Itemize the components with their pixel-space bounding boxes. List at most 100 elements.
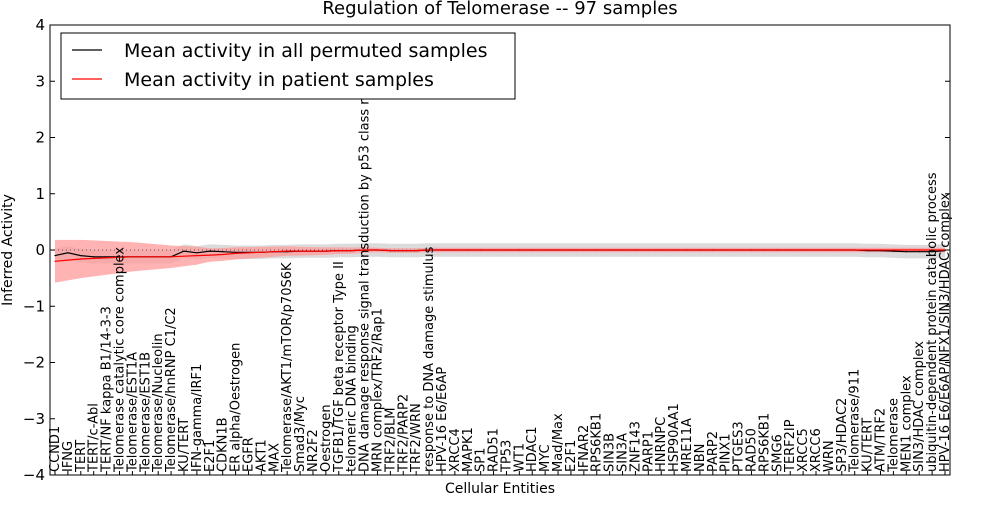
data-point [647, 249, 649, 251]
data-point [118, 256, 121, 258]
data-point [80, 255, 82, 257]
x-category-label: TRF2/WRN [409, 403, 424, 473]
x-category-label: SP3/HDAC2 [835, 398, 850, 472]
series-line-patient [54, 249, 945, 262]
x-axis-label: Cellular Entities [445, 481, 555, 497]
data-point [905, 251, 907, 253]
y-tick-label: 3 [35, 72, 45, 90]
data-point [738, 249, 740, 251]
x-category-label: Telomerase [886, 398, 901, 473]
y-tick-label: 2 [35, 129, 45, 147]
data-point [750, 249, 753, 251]
x-category-label: MEN1 complex [899, 375, 914, 472]
x-category-label: CCND1 [48, 426, 63, 472]
x-category-label: IFN-gamma/IRF1 [190, 364, 205, 472]
data-point [441, 249, 443, 251]
data-point [557, 249, 559, 251]
x-category-label: Telomerase/hnRNP C1/C2 [164, 307, 179, 473]
x-category-label: MRE11A [680, 418, 695, 472]
x-category-label: TRF2/BLM [383, 408, 398, 473]
data-point [106, 257, 108, 259]
data-point [273, 251, 275, 253]
x-category-label: SIN3A [616, 433, 631, 472]
x-category-label: KU/TERT [861, 418, 876, 472]
x-category-label: HNRNPC [654, 417, 669, 472]
data-point [686, 249, 688, 251]
x-category-label: HPV-16 E6/E6AP [435, 367, 450, 472]
axes-layer: −4 −3 −2 −1 0 1 2 3 4 [23, 16, 951, 484]
legend-box [60, 32, 516, 100]
data-point [299, 250, 301, 252]
data-point [222, 253, 224, 256]
y-tick-label: −1 [23, 297, 45, 315]
x-category-label: SIN3B [603, 433, 618, 472]
data-point [621, 249, 624, 251]
data-point [570, 249, 572, 251]
data-point [854, 249, 856, 251]
data-point [54, 255, 56, 257]
x-category-label: TERT/NF kappa B1/14-3-3 [100, 306, 115, 473]
x-category-label: TERF2IP [783, 419, 798, 473]
data-point [312, 250, 314, 252]
x-category-label: telomeric DNA binding [345, 325, 360, 472]
data-point [493, 249, 495, 251]
bands-layer [55, 239, 945, 283]
legend-label-permuted: Mean activity in all permuted samples [124, 40, 487, 62]
x-category-label: EGFR [242, 437, 257, 472]
data-point [609, 249, 611, 251]
x-category-label: ZNF143 [628, 421, 643, 472]
data-point [196, 252, 198, 254]
data-point [183, 250, 185, 252]
x-category-label: Mad/Max [551, 413, 566, 472]
y-tick-label: 0 [35, 241, 45, 259]
data-point [905, 249, 907, 251]
data-point [93, 257, 95, 259]
data-point [260, 251, 262, 253]
data-point [80, 258, 82, 260]
x-category-label: PTGES3 [732, 421, 747, 472]
data-point [776, 249, 778, 251]
x-category-label: MAPK1 [461, 427, 476, 472]
x-category-label: TERT/c-Abl [87, 403, 102, 473]
data-point [209, 250, 211, 252]
data-point [841, 249, 843, 251]
data-point [480, 249, 482, 251]
x-category-label: E2F1 [564, 440, 579, 472]
data-point [867, 249, 869, 251]
x-category-label: MRN complex/TRF2/Rap1 [371, 308, 386, 472]
x-category-label: HPV-16 E6/E6AP/NFX1/SIN3/HDAC complex [938, 192, 953, 472]
data-point [131, 256, 133, 258]
data-point [235, 252, 237, 254]
data-point [209, 254, 211, 256]
x-category-label: KU/TERT [177, 418, 192, 472]
data-point [157, 256, 159, 258]
data-point [892, 249, 895, 251]
data-point [235, 251, 237, 253]
x-category-label: TGFB1/TGF beta receptor Type II [332, 261, 347, 473]
data-point [222, 251, 224, 253]
chart-title: Regulation of Telomerase -- 97 samples [322, 0, 677, 19]
x-category-label: DNA damage response signal transduction … [358, 45, 373, 472]
data-point [583, 249, 585, 251]
y-tick-label: 4 [35, 16, 45, 34]
legend: Mean activity in all permuted samples Me… [60, 32, 516, 100]
data-point [402, 250, 404, 252]
x-category-label: XRCC4 [448, 428, 463, 472]
y-tick-label: −3 [23, 410, 45, 428]
data-point [712, 249, 714, 251]
x-category-label: SP1 [474, 448, 489, 472]
data-point [364, 249, 366, 251]
data-point [699, 249, 701, 251]
x-category-label: WT1 [512, 443, 527, 472]
x-category-label: MAX [267, 443, 282, 472]
data-point [454, 249, 456, 251]
data-point [67, 259, 69, 261]
data-point [531, 249, 533, 251]
x-category-label: PINX1 [719, 433, 734, 472]
data-point [389, 250, 391, 252]
legend-label-patient: Mean activity in patient samples [124, 69, 434, 91]
x-category-label: NBN [693, 444, 708, 472]
x-category-label: Telomerase/EST1B [138, 352, 153, 473]
